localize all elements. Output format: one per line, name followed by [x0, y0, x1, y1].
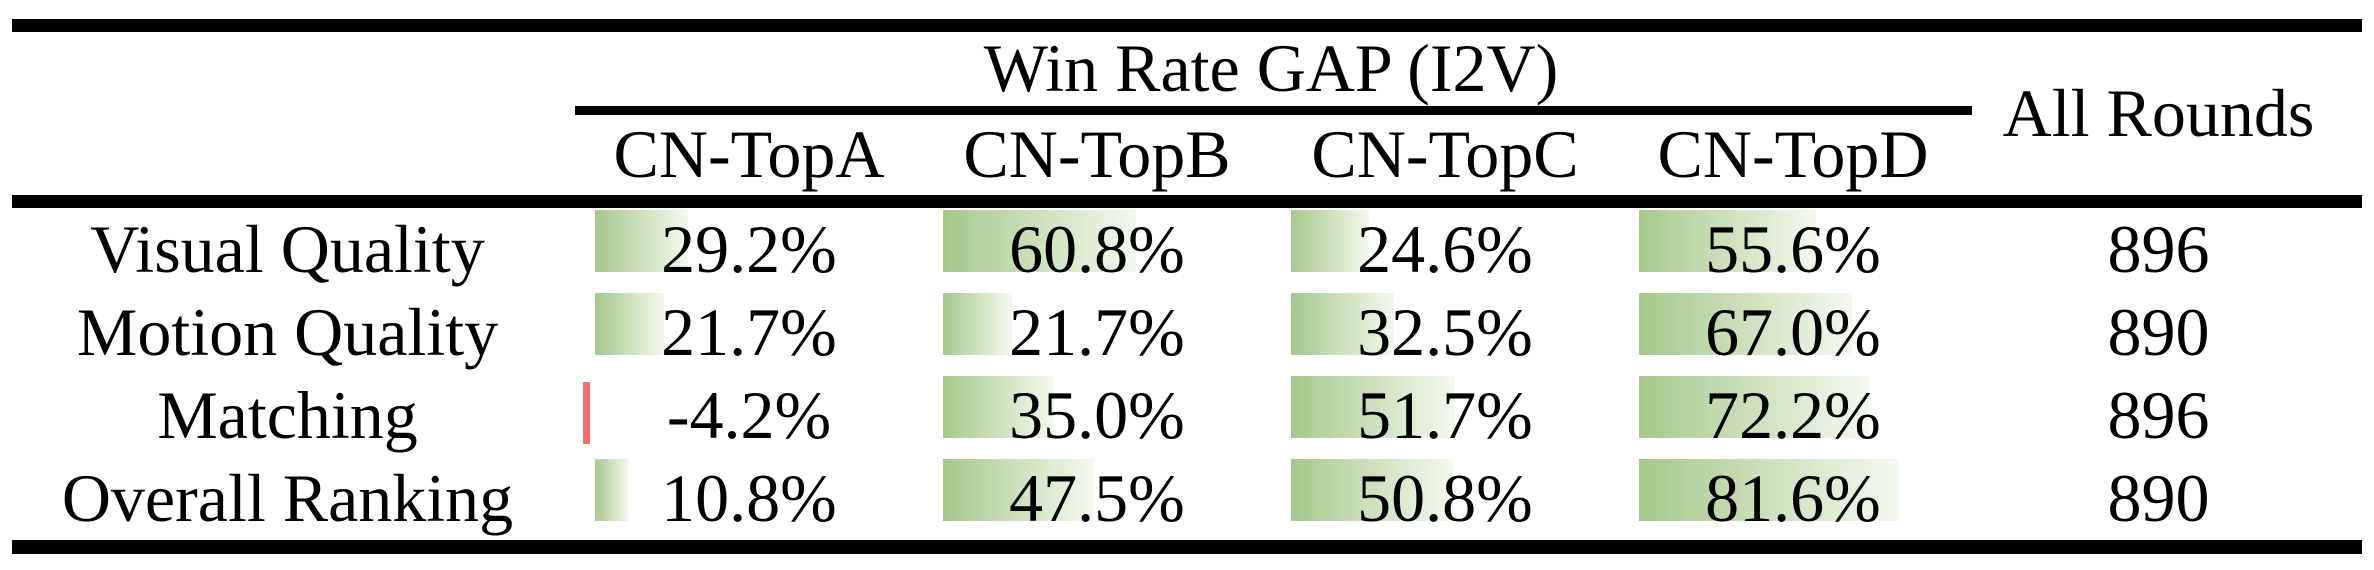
- row-label: Motion Quality: [76, 294, 499, 370]
- win-rate-cell: 21.7%: [575, 291, 923, 374]
- data-bar: [943, 459, 1095, 521]
- all-rounds-header: All Rounds: [2002, 74, 2315, 151]
- win-rate-value: 32.5%: [1357, 294, 1533, 370]
- win-rate-cell: 60.8%: [923, 208, 1271, 291]
- win-rate-value: 24.6%: [1357, 211, 1533, 287]
- data-bar: [1639, 210, 1816, 272]
- column-header-cn-topc: CN-TopC: [1311, 115, 1579, 192]
- table-top-rule: [12, 19, 2362, 32]
- win-rate-cell: 55.6%: [1619, 208, 1967, 291]
- group-header-underline: [575, 106, 1972, 115]
- column-header-cn-topb: CN-TopB: [963, 115, 1231, 192]
- row-label: Overall Ranking: [61, 460, 514, 536]
- all-rounds-value: 896: [2107, 377, 2210, 453]
- win-rate-value: 29.2%: [661, 211, 837, 287]
- table-bottom-rule: [12, 540, 2362, 554]
- data-bar: [595, 210, 688, 272]
- win-rate-value: 72.2%: [1705, 377, 1881, 453]
- data-bar: [943, 376, 1055, 438]
- win-rate-cell: 32.5%: [1271, 291, 1619, 374]
- win-rate-value: 67.0%: [1705, 294, 1881, 370]
- win-rate-cell: -4.2%: [575, 374, 923, 457]
- win-rate-cell: 24.6%: [1271, 208, 1619, 291]
- data-bar: [1639, 459, 1899, 521]
- data-bar: [1291, 210, 1370, 272]
- all-rounds-value: 896: [2107, 211, 2210, 287]
- row-label: Matching: [157, 377, 418, 453]
- win-rate-value: -4.2%: [666, 377, 832, 453]
- data-bar: [595, 459, 630, 521]
- all-rounds-value: 890: [2107, 294, 2210, 370]
- win-rate-cell: 21.7%: [923, 291, 1271, 374]
- win-rate-value: 51.7%: [1357, 377, 1533, 453]
- win-rate-value: 47.5%: [1009, 460, 1185, 536]
- column-header-cn-topa: CN-TopA: [613, 115, 885, 192]
- negative-data-bar: [583, 382, 590, 444]
- win-rate-cell: 10.8%: [575, 457, 923, 540]
- table-header-rule: [12, 195, 2362, 208]
- win-rate-cell: 47.5%: [923, 457, 1271, 540]
- data-bar: [943, 293, 1012, 355]
- win-rate-cell: 67.0%: [1619, 291, 1967, 374]
- win-rate-cell: 72.2%: [1619, 374, 1967, 457]
- win-rate-value: 35.0%: [1009, 377, 1185, 453]
- win-rate-value: 21.7%: [661, 294, 837, 370]
- group-header: Win Rate GAP (I2V): [983, 29, 1559, 106]
- data-bar: [1291, 376, 1456, 438]
- win-rate-value: 55.6%: [1705, 211, 1881, 287]
- win-rate-value: 21.7%: [1009, 294, 1185, 370]
- all-rounds-value: 890: [2107, 460, 2210, 536]
- data-bar: [1291, 459, 1453, 521]
- win-rate-cell: 81.6%: [1619, 457, 1967, 540]
- win-rate-value: 81.6%: [1705, 460, 1881, 536]
- data-bar: [943, 210, 1137, 272]
- win-rate-cell: 29.2%: [575, 208, 923, 291]
- row-label: Visual Quality: [90, 211, 485, 287]
- win-rate-value: 10.8%: [661, 460, 837, 536]
- win-rate-value: 60.8%: [1009, 211, 1185, 287]
- win-rate-cell: 51.7%: [1271, 374, 1619, 457]
- win-rate-value: 50.8%: [1357, 460, 1533, 536]
- data-bar: [1291, 293, 1395, 355]
- table-body: Visual Quality 29.2% 60.8% 24.6% 55.6% 8…: [0, 208, 2374, 540]
- win-rate-cell: 35.0%: [923, 374, 1271, 457]
- data-bar: [1639, 376, 1869, 438]
- data-bar: [1639, 293, 1853, 355]
- win-rate-cell: 50.8%: [1271, 457, 1619, 540]
- column-header-cn-topd: CN-TopD: [1657, 115, 1929, 192]
- data-bar: [595, 293, 664, 355]
